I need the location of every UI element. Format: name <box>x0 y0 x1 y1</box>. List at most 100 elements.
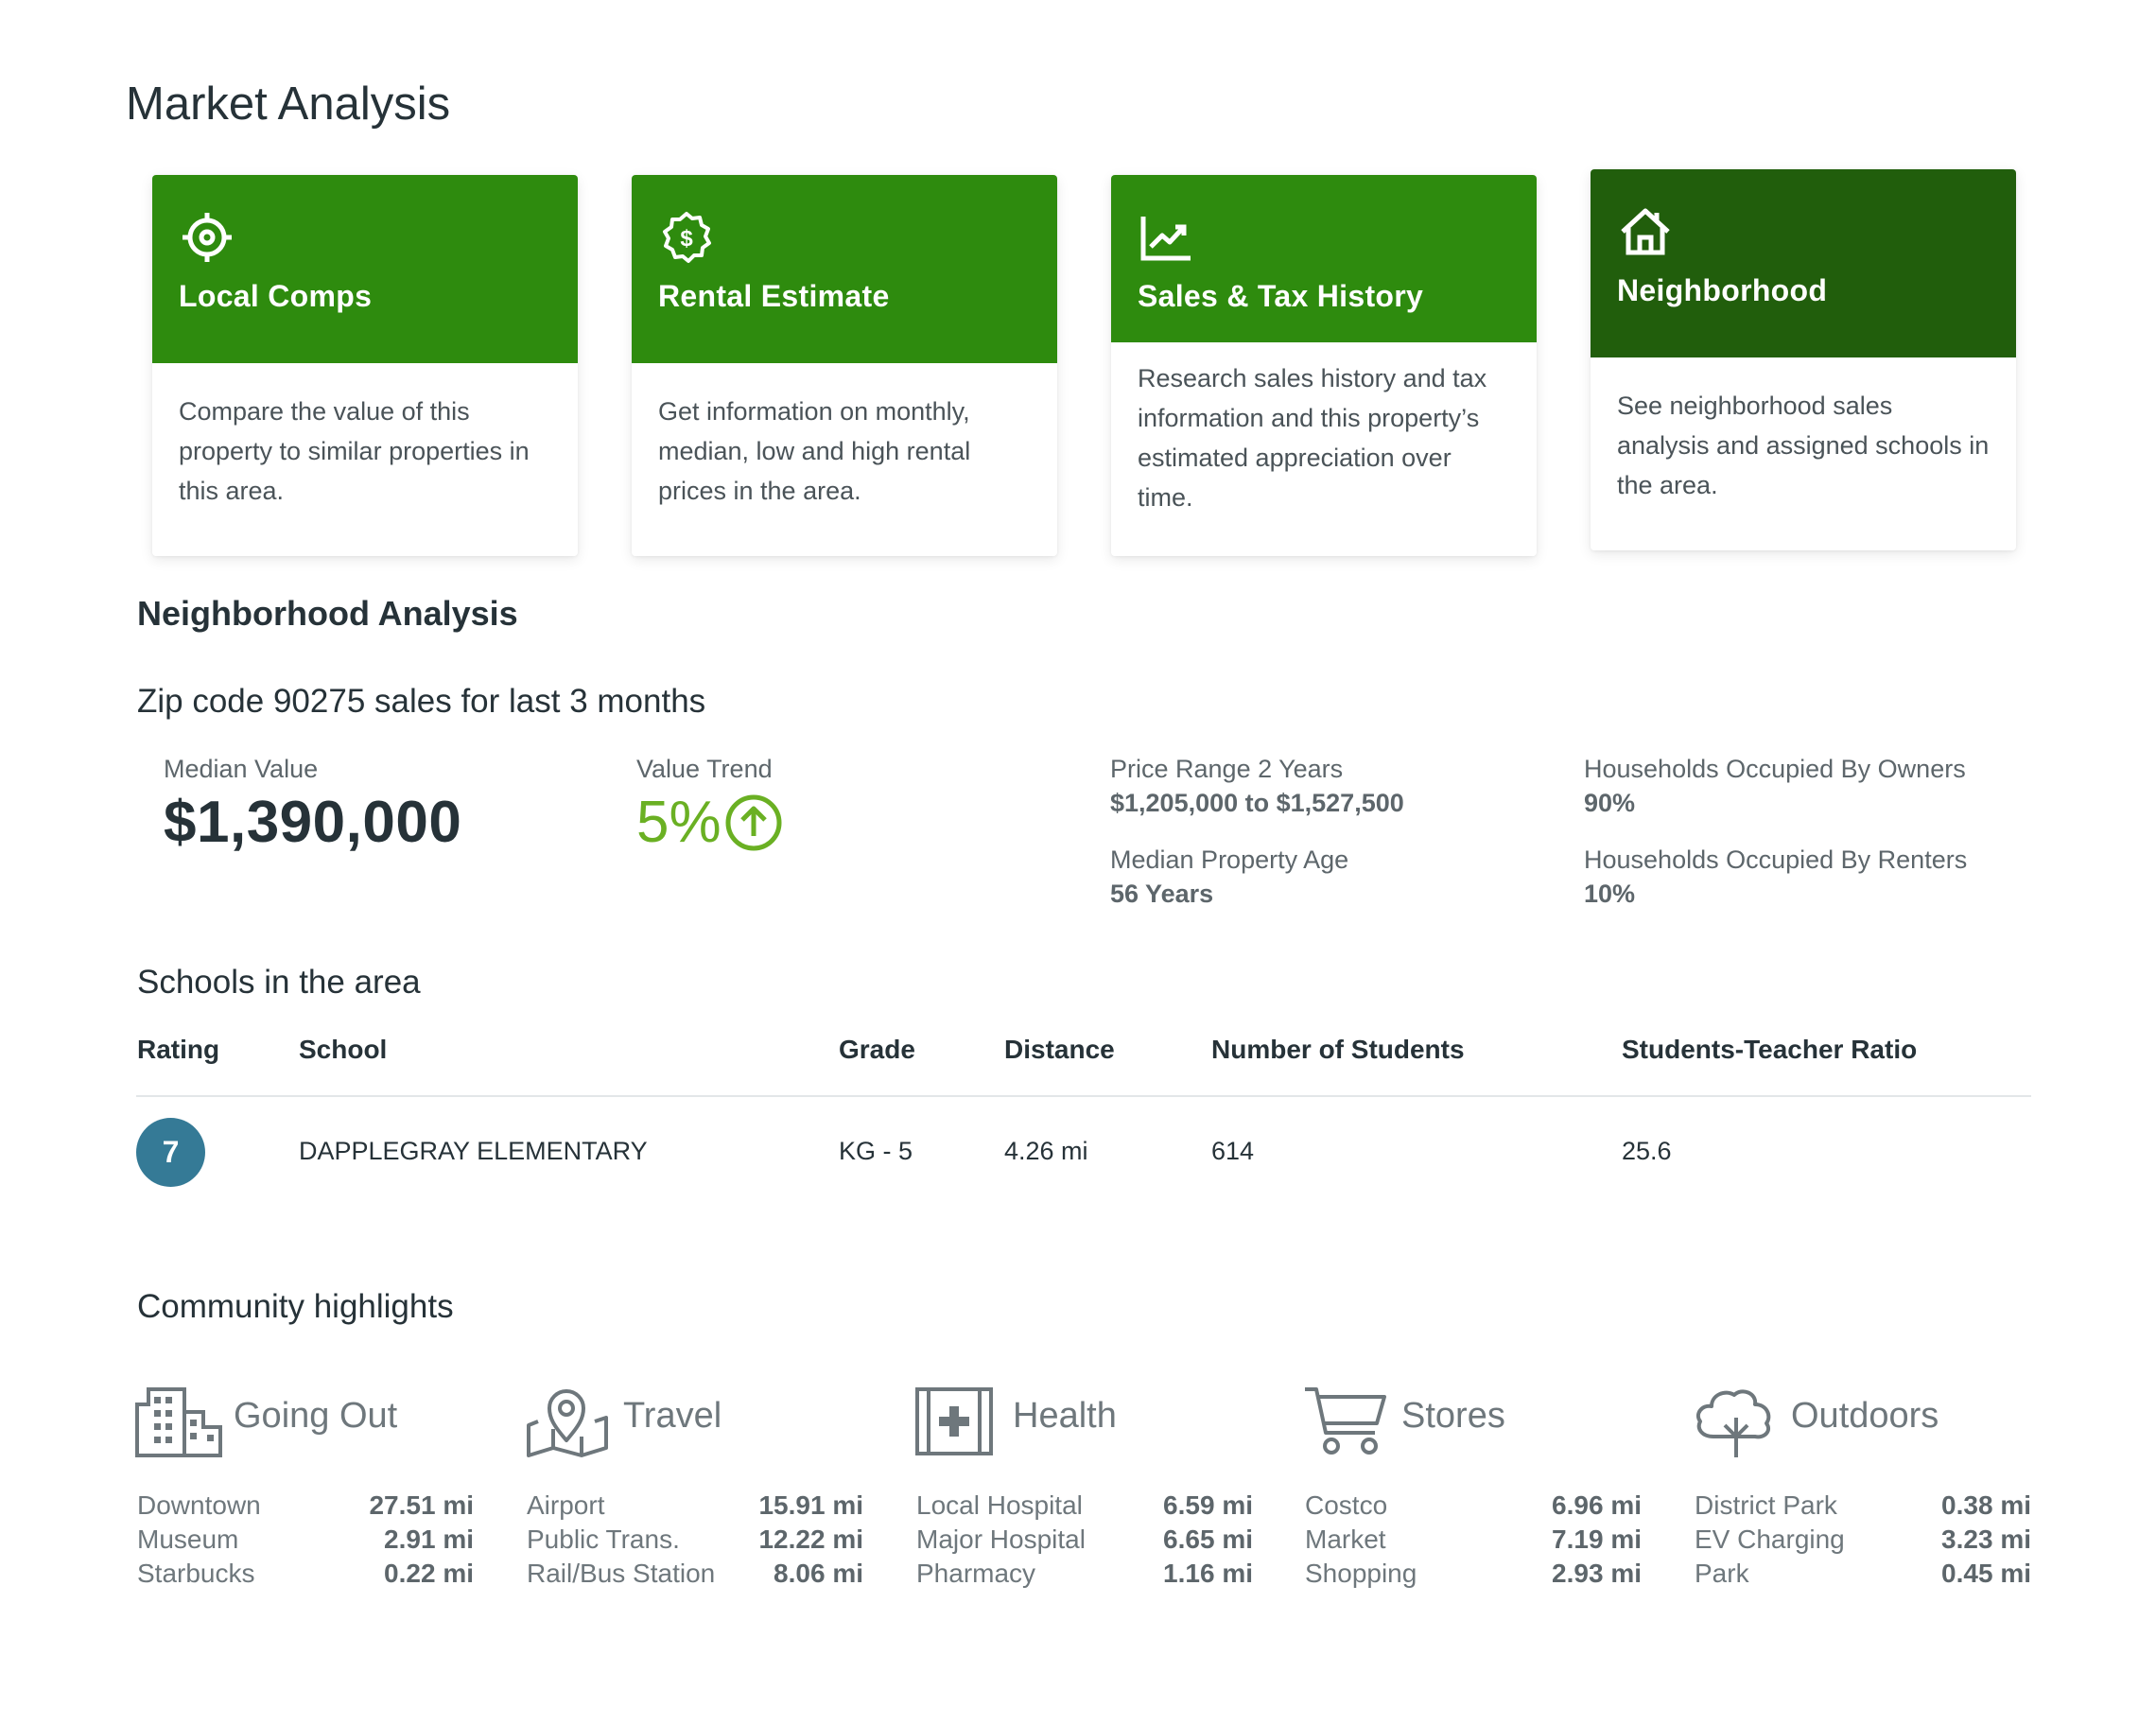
category-list: District Park 0.38 mi EV Charging 3.23 mi … <box>1695 1489 2031 1591</box>
list-item: Pharmacy 1.16 mi <box>916 1557 1253 1591</box>
renters-value: 10% <box>1584 880 1636 908</box>
card-description: See neighborhood sales analysis and assi… <box>1617 392 1990 499</box>
list-item: Shopping 2.93 mi <box>1305 1557 1642 1591</box>
card-title: Neighborhood <box>1617 273 1828 307</box>
school-ratio: 25.6 <box>1622 1137 1672 1165</box>
item-name: Rail/Bus Station <box>527 1559 716 1588</box>
community-heading: Community highlights <box>137 1288 454 1325</box>
item-distance: 1.16 mi <box>1163 1559 1253 1588</box>
owners-label: Households Occupied By Owners <box>1584 755 1966 783</box>
item-name: Park <box>1695 1559 1749 1588</box>
dollar-badge-icon: $ <box>663 212 711 263</box>
sales-tax-history-card[interactable]: Sales & Tax History Research sales histo… <box>1111 175 1537 556</box>
item-name: Downtown <box>137 1490 261 1520</box>
card-description: Get information on monthly, median, low … <box>658 397 971 505</box>
item-distance: 6.96 mi <box>1552 1490 1642 1520</box>
rating-badge: 7 <box>136 1118 205 1187</box>
item-name: Airport <box>527 1490 605 1520</box>
item-distance: 15.91 mi <box>758 1490 863 1520</box>
column-header-grade: Grade <box>839 1035 915 1064</box>
list-item: Museum 2.91 mi <box>137 1523 474 1557</box>
category-title: Going Out <box>234 1396 398 1436</box>
item-distance: 0.38 mi <box>1941 1490 2031 1520</box>
card-title: Local Comps <box>179 279 373 313</box>
median-value: $1,390,000 <box>164 790 462 855</box>
target-icon <box>183 213 232 262</box>
card-header: Neighborhood <box>1591 169 2016 357</box>
card-description: Research sales history and tax informati… <box>1138 364 1487 512</box>
list-item: Market 7.19 mi <box>1305 1523 1642 1557</box>
list-item: District Park 0.38 mi <box>1695 1489 2031 1523</box>
card-description: Compare the value of this property to si… <box>179 397 530 505</box>
buildings-icon <box>135 1387 222 1457</box>
item-name: Museum <box>137 1525 239 1554</box>
schools-heading: Schools in the area <box>137 964 421 1001</box>
price-range-label: Price Range 2 Years <box>1110 755 1344 783</box>
list-item: Costco 6.96 mi <box>1305 1489 1642 1523</box>
card-header: $ Rental Estimate <box>632 175 1057 363</box>
school-grade: KG - 5 <box>839 1137 913 1165</box>
zip-heading: Zip code 90275 sales for last 3 months <box>137 683 706 720</box>
category-list: Downtown 27.51 mi Museum 2.91 mi Starbucks… <box>137 1489 474 1591</box>
item-name: Market <box>1305 1525 1386 1554</box>
category-list: Local Hospital 6.59 mi Major Hospital 6.65… <box>916 1489 1253 1591</box>
neighborhood-card[interactable]: Neighborhood See neighborhood sales anal… <box>1591 169 2016 550</box>
item-distance: 3.23 mi <box>1941 1525 2031 1554</box>
item-distance: 8.06 mi <box>774 1559 863 1588</box>
local-comps-card[interactable]: Local Comps Compare the value of this pr… <box>152 175 578 556</box>
page-title: Market Analysis <box>126 78 451 130</box>
list-item: Rail/Bus Station 8.06 mi <box>527 1557 863 1591</box>
list-item: Major Hospital 6.65 mi <box>916 1523 1253 1557</box>
card-title: Rental Estimate <box>658 279 890 313</box>
item-distance: 2.93 mi <box>1552 1559 1642 1588</box>
chart-trend-icon <box>1140 217 1191 261</box>
owners-value: 90% <box>1584 789 1636 817</box>
median-value-label: Median Value <box>164 755 319 783</box>
arrow-up-circle-icon <box>725 794 782 850</box>
list-item: EV Charging 3.23 mi <box>1695 1523 2031 1557</box>
property-age-label: Median Property Age <box>1110 845 1349 874</box>
category-title: Outdoors <box>1791 1396 1939 1436</box>
category-title: Health <box>1013 1396 1117 1436</box>
item-name: Starbucks <box>137 1559 255 1588</box>
item-name: Shopping <box>1305 1559 1417 1588</box>
school-name[interactable]: DAPPLEGRAY ELEMENTARY <box>299 1137 648 1165</box>
item-distance: 0.22 mi <box>384 1559 474 1588</box>
category-title: Travel <box>623 1396 722 1436</box>
list-item: Park 0.45 mi <box>1695 1557 2031 1591</box>
property-age-value: 56 Years <box>1110 880 1214 908</box>
list-item: Downtown 27.51 mi <box>137 1489 474 1523</box>
item-name: Local Hospital <box>916 1490 1083 1520</box>
item-distance: 12.22 mi <box>758 1525 863 1554</box>
column-header-students: Number of Students <box>1211 1035 1465 1064</box>
card-header: Sales & Tax History <box>1111 175 1537 342</box>
table-divider <box>136 1095 2031 1097</box>
item-name: Public Trans. <box>527 1525 680 1554</box>
category-list: Airport 15.91 mi Public Trans. 12.22 mi Ra… <box>527 1489 863 1591</box>
house-icon <box>1621 208 1670 255</box>
column-header-rating: Rating <box>137 1035 220 1064</box>
value-trend: 5% <box>636 789 784 856</box>
card-title: Sales & Tax History <box>1138 279 1424 313</box>
column-header-school: School <box>299 1035 388 1064</box>
renters-label: Households Occupied By Renters <box>1584 845 1968 874</box>
item-name: Major Hospital <box>916 1525 1086 1554</box>
rental-estimate-card[interactable]: $ Rental Estimate Get information on mon… <box>632 175 1057 556</box>
item-name: Pharmacy <box>916 1559 1036 1588</box>
item-distance: 7.19 mi <box>1552 1525 1642 1554</box>
column-header-ratio: Students-Teacher Ratio <box>1622 1035 1918 1064</box>
school-distance: 4.26 mi <box>1004 1137 1088 1165</box>
medical-kit-icon <box>915 1387 993 1455</box>
item-distance: 2.91 mi <box>384 1525 474 1554</box>
list-item: Public Trans. 12.22 mi <box>527 1523 863 1557</box>
column-header-distance: Distance <box>1004 1035 1115 1064</box>
value-trend-label: Value Trend <box>636 755 773 783</box>
card-header: Local Comps <box>152 175 578 363</box>
item-name: Costco <box>1305 1490 1388 1520</box>
item-distance: 6.59 mi <box>1163 1490 1253 1520</box>
list-item: Airport 15.91 mi <box>527 1489 863 1523</box>
item-name: District Park <box>1695 1490 1837 1520</box>
item-distance: 0.45 mi <box>1941 1559 2031 1588</box>
price-range-value: $1,205,000 to $1,527,500 <box>1110 789 1404 817</box>
tree-icon <box>1695 1389 1771 1457</box>
